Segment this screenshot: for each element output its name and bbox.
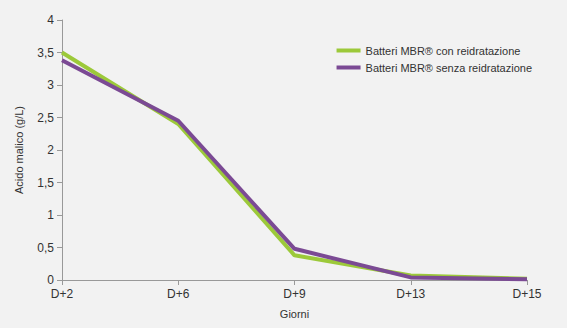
svg-text:1,5: 1,5 (37, 176, 54, 190)
svg-text:D+2: D+2 (51, 287, 74, 301)
svg-text:Acido malico (g/L): Acido malico (g/L) (13, 106, 25, 194)
svg-text:2: 2 (47, 143, 54, 157)
svg-text:Giorni: Giorni (280, 308, 309, 320)
svg-text:D+13: D+13 (396, 287, 425, 301)
svg-text:3,5: 3,5 (37, 46, 54, 60)
svg-text:1: 1 (47, 208, 54, 222)
svg-text:Batteri MBR® con reidratazione: Batteri MBR® con reidratazione (366, 45, 521, 57)
svg-text:4: 4 (47, 13, 54, 27)
svg-text:D+6: D+6 (167, 287, 190, 301)
svg-text:0,5: 0,5 (37, 241, 54, 255)
svg-text:3: 3 (47, 78, 54, 92)
svg-text:2,5: 2,5 (37, 111, 54, 125)
svg-text:Batteri MBR® senza reidratazio: Batteri MBR® senza reidratazione (366, 62, 532, 74)
svg-text:D+9: D+9 (283, 287, 306, 301)
svg-text:D+15: D+15 (512, 287, 541, 301)
svg-text:0: 0 (47, 273, 54, 287)
